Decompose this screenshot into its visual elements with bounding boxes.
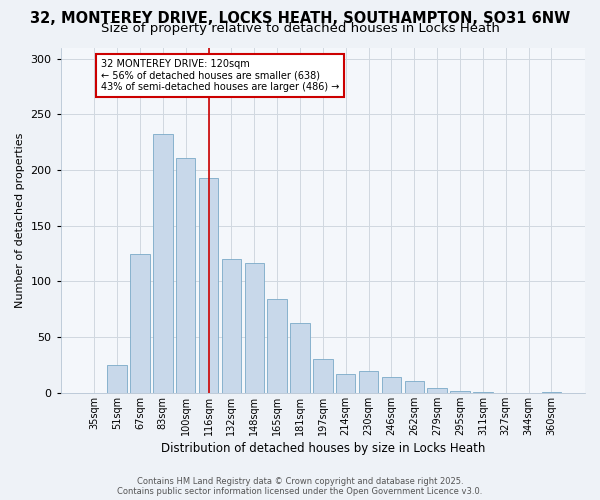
Bar xyxy=(130,254,149,393)
Bar xyxy=(404,380,424,393)
Bar xyxy=(473,392,493,393)
Bar xyxy=(221,259,241,393)
Bar xyxy=(268,300,287,393)
Text: Contains HM Land Registry data © Crown copyright and database right 2025.
Contai: Contains HM Land Registry data © Crown c… xyxy=(118,476,482,496)
Bar xyxy=(336,374,355,393)
Bar xyxy=(107,365,127,393)
Bar xyxy=(359,370,378,393)
Bar xyxy=(290,322,310,393)
Bar xyxy=(176,158,196,393)
Bar xyxy=(427,388,447,393)
Text: 32, MONTEREY DRIVE, LOCKS HEATH, SOUTHAMPTON, SO31 6NW: 32, MONTEREY DRIVE, LOCKS HEATH, SOUTHAM… xyxy=(30,11,570,26)
Text: 32 MONTEREY DRIVE: 120sqm
← 56% of detached houses are smaller (638)
43% of semi: 32 MONTEREY DRIVE: 120sqm ← 56% of detac… xyxy=(101,58,340,92)
X-axis label: Distribution of detached houses by size in Locks Heath: Distribution of detached houses by size … xyxy=(161,442,485,455)
Bar xyxy=(450,390,470,393)
Bar xyxy=(382,378,401,393)
Bar xyxy=(199,178,218,393)
Bar xyxy=(542,392,561,393)
Bar xyxy=(153,134,173,393)
Text: Size of property relative to detached houses in Locks Heath: Size of property relative to detached ho… xyxy=(101,22,499,35)
Bar xyxy=(245,262,264,393)
Y-axis label: Number of detached properties: Number of detached properties xyxy=(15,132,25,308)
Bar xyxy=(313,360,332,393)
